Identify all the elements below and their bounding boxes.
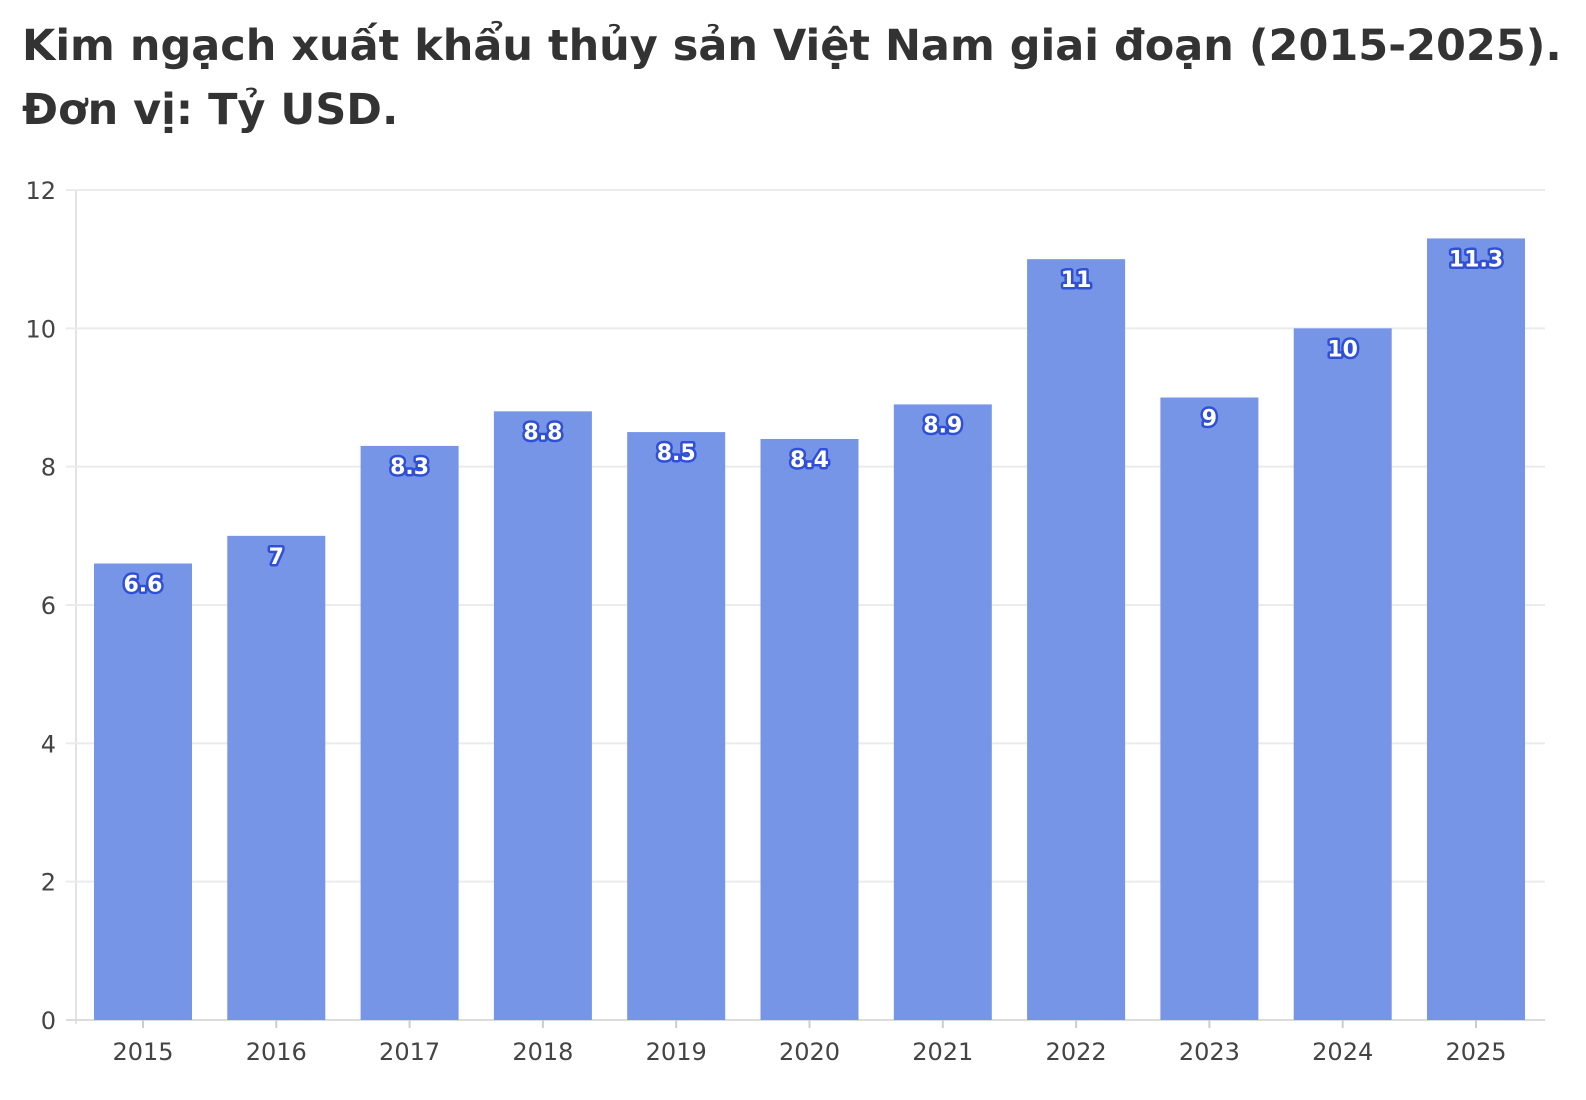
bar <box>360 445 459 1021</box>
y-tick-label: 0 <box>41 1007 56 1035</box>
y-tick-label: 12 <box>25 177 56 205</box>
x-tick-label: 2017 <box>379 1038 440 1066</box>
chart-title-line-2: Đơn vị: Tỷ USD. <box>22 85 399 135</box>
bar <box>1160 397 1259 1020</box>
x-tick-label: 2022 <box>1046 1038 1107 1066</box>
data-label: 11.3 <box>1449 247 1503 272</box>
y-tick-label: 10 <box>25 315 56 343</box>
data-label: 8.8 <box>523 420 562 445</box>
data-label: 7 <box>269 545 284 570</box>
x-tick-label: 2020 <box>779 1038 840 1066</box>
bar <box>1293 328 1392 1020</box>
y-tick-label: 4 <box>41 730 56 758</box>
data-label: 11 <box>1061 268 1092 293</box>
x-tick-label: 2019 <box>646 1038 707 1066</box>
data-label: 8.4 <box>790 448 829 473</box>
bar <box>1027 259 1126 1021</box>
data-label: 6.6 <box>124 573 163 598</box>
data-label: 10 <box>1327 337 1358 362</box>
x-tick-label: 2015 <box>112 1038 173 1066</box>
data-label: 8.5 <box>657 441 696 466</box>
y-tick-label: 6 <box>41 592 56 620</box>
bar <box>94 563 192 1020</box>
x-tick-label: 2025 <box>1445 1038 1506 1066</box>
bar <box>227 535 326 1020</box>
x-tick-label: 2024 <box>1312 1038 1373 1066</box>
chart-title-line-1: Kim ngạch xuất khẩu thủy sản Việt Nam gi… <box>22 21 1562 71</box>
chart-title: Kim ngạch xuất khẩu thủy sản Việt Nam gi… <box>22 14 1572 142</box>
x-tick-label: 2018 <box>512 1038 573 1066</box>
x-tick-label: 2016 <box>246 1038 307 1066</box>
bar <box>893 404 992 1021</box>
data-label: 8.9 <box>923 413 962 438</box>
y-tick-label: 2 <box>41 869 56 897</box>
y-tick-label: 8 <box>41 454 56 482</box>
x-tick-label: 2023 <box>1179 1038 1240 1066</box>
bar <box>760 439 859 1020</box>
data-label: 8.3 <box>390 455 429 480</box>
data-label: 9 <box>1202 407 1217 432</box>
x-tick-label: 2021 <box>912 1038 973 1066</box>
bar <box>493 411 592 1020</box>
bar <box>1427 238 1525 1020</box>
bar <box>627 432 726 1020</box>
